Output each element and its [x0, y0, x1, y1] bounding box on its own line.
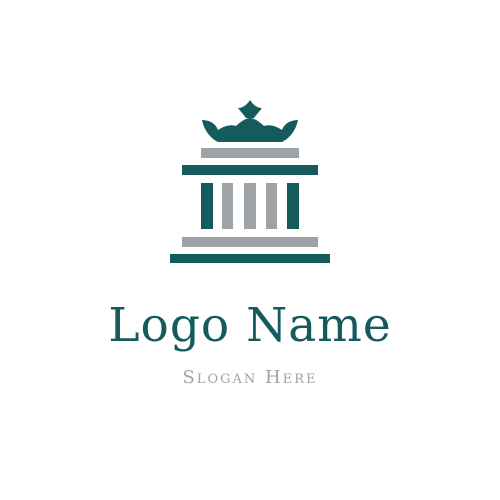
building-stylobate — [182, 237, 318, 247]
crown-icon — [202, 100, 298, 142]
building-column — [201, 183, 213, 229]
building-column — [222, 183, 233, 229]
building-base — [170, 254, 330, 263]
logo-emblem — [170, 100, 330, 263]
logo-name-text: Logo Name — [108, 298, 392, 353]
building-column — [244, 183, 256, 229]
slogan-text: Slogan Here — [182, 367, 318, 388]
classical-building-icon — [170, 148, 330, 263]
building-cap — [201, 148, 299, 158]
building-column — [266, 183, 277, 229]
building-entablature — [182, 165, 318, 175]
building-column — [287, 183, 299, 229]
